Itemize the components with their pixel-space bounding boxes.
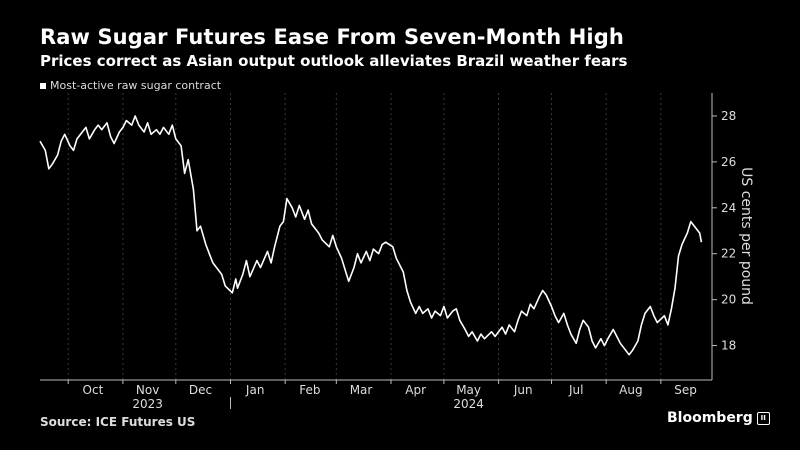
brand-logo: Bloomberg II: [667, 410, 770, 426]
y-tick-label: 28: [721, 109, 736, 123]
brand-mark-icon: II: [756, 411, 770, 425]
x-tick-label: Feb: [299, 383, 320, 397]
x-tick-label: May: [456, 383, 481, 397]
chart-legend: Most-active raw sugar contract: [40, 79, 221, 92]
legend-swatch: [40, 82, 46, 89]
brand-name: Bloomberg: [667, 410, 753, 426]
y-axis-label: US cents per pound: [738, 167, 754, 305]
chart-title: Raw Sugar Futures Ease From Seven-Month …: [40, 25, 624, 49]
y-tick-label: 22: [721, 247, 736, 261]
x-tick-label: Jan: [245, 383, 265, 397]
x-tick-label: Jul: [568, 383, 583, 397]
x-tick-label: Dec: [189, 383, 212, 397]
x-tick-label: Jun: [513, 383, 533, 397]
y-tick-label: 26: [721, 155, 736, 169]
y-tick-label: 20: [721, 293, 736, 307]
y-tick-label: 24: [721, 201, 736, 215]
x-tick-label: Aug: [619, 383, 642, 397]
x-tick-label: Sep: [674, 383, 697, 397]
x-tick-label: Nov: [136, 383, 159, 397]
x-tick-label: Mar: [350, 383, 373, 397]
x-tick-label: Apr: [405, 383, 426, 397]
chart-subtitle: Prices correct as Asian output outlook a…: [40, 52, 628, 70]
year-label: 2023: [132, 397, 163, 411]
series-line: [39, 115, 703, 356]
legend-label: Most-active raw sugar contract: [50, 79, 222, 92]
x-tick-label: Oct: [83, 383, 104, 397]
source-note: Source: ICE Futures US: [40, 415, 196, 429]
year-label: 2024: [453, 397, 484, 411]
y-tick-label: 18: [721, 339, 736, 353]
